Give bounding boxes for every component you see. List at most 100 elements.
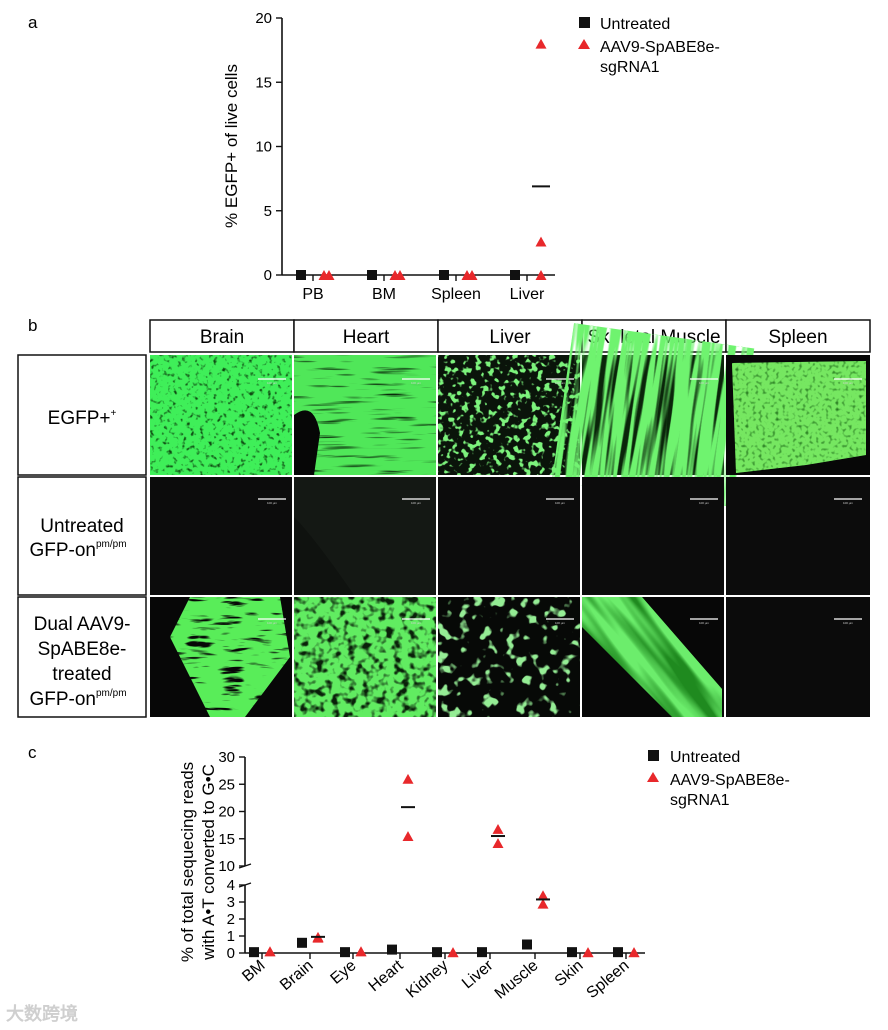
c-y-tick-label: 0: [227, 945, 235, 962]
c-x-tick-label: Liver: [459, 957, 497, 993]
c-x-tick-label: Eye: [328, 957, 360, 988]
panel-a-legend: Untreated AAV9-SpABE8e- sgRNA1: [578, 16, 720, 76]
micrograph-dual-brain: 100 μm: [150, 597, 292, 717]
a-point-treated: [466, 270, 478, 280]
c-point-untreated: [340, 947, 350, 958]
micrograph-untreated-liver: 100 μm: [438, 477, 580, 595]
c-point-treated: [628, 947, 640, 958]
legend-untreated-label: Untreated: [600, 16, 670, 33]
micrograph-egfp-brain: 100 μm: [150, 355, 292, 475]
a-point-untreated: [367, 270, 377, 280]
c-y-tick-label: 3: [227, 894, 235, 911]
a-point-treated: [323, 270, 335, 280]
a-y-tick-label: 20: [255, 10, 272, 27]
c-point-untreated: [387, 944, 397, 955]
c-point-treated: [582, 947, 594, 958]
a-point-untreated: [439, 270, 449, 280]
svg-text:100 μm: 100 μm: [411, 501, 422, 505]
c-y-tick-label: 10: [218, 858, 235, 875]
panel-a-marks: [296, 38, 550, 280]
panel-b: b Brain Heart Liver Skeletal Muscle Sple…: [17, 316, 871, 718]
a-point-treated: [535, 236, 547, 247]
legend-treated-label-line1: AAV9-SpABE8e-: [600, 39, 720, 56]
row-header-dual-line4: GFP-onpm/pm: [29, 688, 126, 710]
legend-c-treated-label-line2: sgRNA1: [670, 792, 730, 809]
a-point-untreated: [296, 270, 306, 280]
c-y-tick-label: 1: [227, 928, 235, 945]
a-y-tick-label: 10: [255, 139, 272, 156]
legend-c-treated-marker: [647, 772, 659, 782]
micrograph-dual-liver: 100 μm: [438, 597, 580, 717]
svg-text:100 μm: 100 μm: [699, 381, 710, 385]
c-x-tick-label: Brain: [277, 957, 317, 994]
svg-text:100 μm: 100 μm: [843, 501, 854, 505]
c-x-tick-label: Skin: [552, 957, 587, 990]
row-header-dual-line2: SpABE8e-: [38, 639, 127, 660]
micrograph-untreated-brain: 100 μm: [150, 477, 292, 595]
panel-c-letter: c: [28, 743, 37, 762]
panel-b-letter: b: [28, 316, 37, 335]
svg-text:100 μm: 100 μm: [843, 381, 854, 385]
a-point-untreated: [510, 270, 520, 280]
legend-treated-label-line2: sgRNA1: [600, 59, 660, 76]
c-point-untreated: [477, 947, 487, 958]
svg-text:100 μm: 100 μm: [699, 621, 710, 625]
col-header-spleen: Spleen: [768, 327, 827, 348]
svg-text:100 μm: 100 μm: [411, 621, 422, 625]
micrograph-egfp-skeletal-muscle: 100 μm: [551, 323, 755, 507]
c-point-treated: [492, 823, 504, 834]
svg-text:100 μm: 100 μm: [267, 621, 278, 625]
watermark: 大数跨境: [6, 1004, 78, 1025]
a-point-treated: [535, 38, 547, 49]
a-x-tick-label: Liver: [510, 286, 545, 303]
micrograph-grid: 100 μm 100 μm 100 μm 100 μm: [150, 323, 870, 717]
micrograph-untreated-skeletal-muscle: 100 μm: [582, 477, 724, 595]
row-header-untreated-line2: GFP-onpm/pm: [29, 539, 126, 561]
legend-untreated-marker: [579, 17, 590, 28]
panel-c: c % of total sequecing reads with A•T co…: [28, 743, 790, 1003]
c-y-tick-label: 25: [218, 776, 235, 793]
a-y-tick-label: 15: [255, 74, 272, 91]
panel-c-legend: Untreated AAV9-SpABE8e- sgRNA1: [647, 749, 790, 809]
micrograph-egfp-heart: 100 μm: [294, 355, 436, 475]
legend-c-treated-label-line1: AAV9-SpABE8e-: [670, 772, 790, 789]
panel-a-y-axis-label: % EGFP+ of live cells: [222, 64, 241, 228]
micrograph-dual-spleen: 100 μm: [726, 597, 870, 717]
micrograph-egfp-spleen: 100 μm: [726, 355, 870, 475]
c-x-tick-label: BM: [239, 957, 268, 985]
column-headers: Brain Heart Liver Skeletal Muscle Spleen: [149, 319, 871, 353]
a-point-treated: [535, 270, 547, 280]
c-point-untreated: [567, 947, 577, 958]
svg-text:100 μm: 100 μm: [555, 381, 566, 385]
svg-text:100 μm: 100 μm: [555, 501, 566, 505]
c-y-tick-label: 30: [218, 749, 235, 766]
panel-a: a % EGFP+ of live cells 0 5 10 15 20 PB BM Sple…: [28, 10, 720, 303]
a-y-tick-label: 0: [264, 267, 272, 284]
c-point-treated: [355, 946, 367, 957]
micrograph-dual-heart: 100 μm: [294, 597, 436, 717]
c-point-treated: [492, 838, 504, 849]
c-y-tick-label: 2: [227, 911, 235, 928]
legend-c-untreated-label: Untreated: [670, 749, 740, 766]
c-point-treated: [537, 898, 549, 909]
c-point-untreated: [522, 939, 532, 950]
legend-c-untreated-marker: [648, 750, 659, 761]
c-point-treated: [402, 831, 414, 841]
svg-text:100 μm: 100 μm: [843, 621, 854, 625]
c-y-tick-label: 15: [218, 831, 235, 848]
a-x-tick-label: PB: [302, 286, 323, 303]
row-header-egfp: EGFP++: [48, 408, 117, 429]
panel-a-axes: 0 5 10 15 20 PB BM Spleen Liver: [255, 10, 555, 303]
svg-text:100 μm: 100 μm: [699, 501, 710, 505]
legend-treated-marker: [578, 39, 590, 49]
a-x-tick-label: Spleen: [431, 286, 481, 303]
c-x-tick-label: Spleen: [583, 957, 632, 1002]
row-header-dual-line1: Dual AAV9-: [34, 614, 131, 635]
c-point-untreated: [613, 947, 623, 958]
svg-text:100 μm: 100 μm: [267, 501, 278, 505]
c-y-tick-label: 20: [218, 804, 235, 821]
micrograph-untreated-heart: 100 μm: [294, 477, 436, 595]
c-x-tick-label: Kidney: [403, 957, 451, 1001]
